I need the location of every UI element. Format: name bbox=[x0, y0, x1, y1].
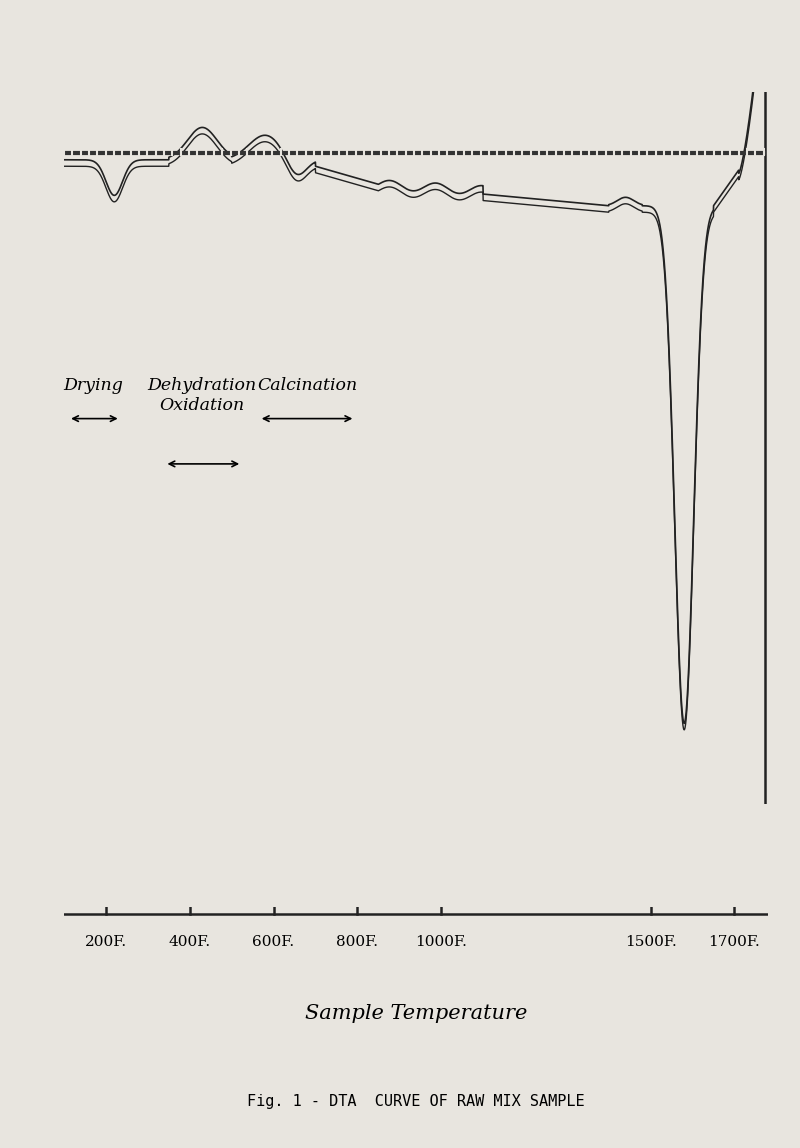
Text: 600F.: 600F. bbox=[253, 936, 294, 949]
Text: Drying: Drying bbox=[63, 377, 123, 394]
Text: 200F.: 200F. bbox=[85, 936, 127, 949]
Text: 1500F.: 1500F. bbox=[625, 936, 677, 949]
Text: 1700F.: 1700F. bbox=[709, 936, 760, 949]
Text: 800F.: 800F. bbox=[336, 936, 378, 949]
Text: Sample Temperature: Sample Temperature bbox=[305, 1003, 527, 1023]
Text: Calcination: Calcination bbox=[257, 377, 357, 394]
Text: Dehydration
Oxidation: Dehydration Oxidation bbox=[148, 377, 257, 414]
Text: Fig. 1 - DTA  CURVE OF RAW MIX SAMPLE: Fig. 1 - DTA CURVE OF RAW MIX SAMPLE bbox=[247, 1094, 585, 1109]
Text: 1000F.: 1000F. bbox=[415, 936, 467, 949]
Text: 400F.: 400F. bbox=[169, 936, 210, 949]
